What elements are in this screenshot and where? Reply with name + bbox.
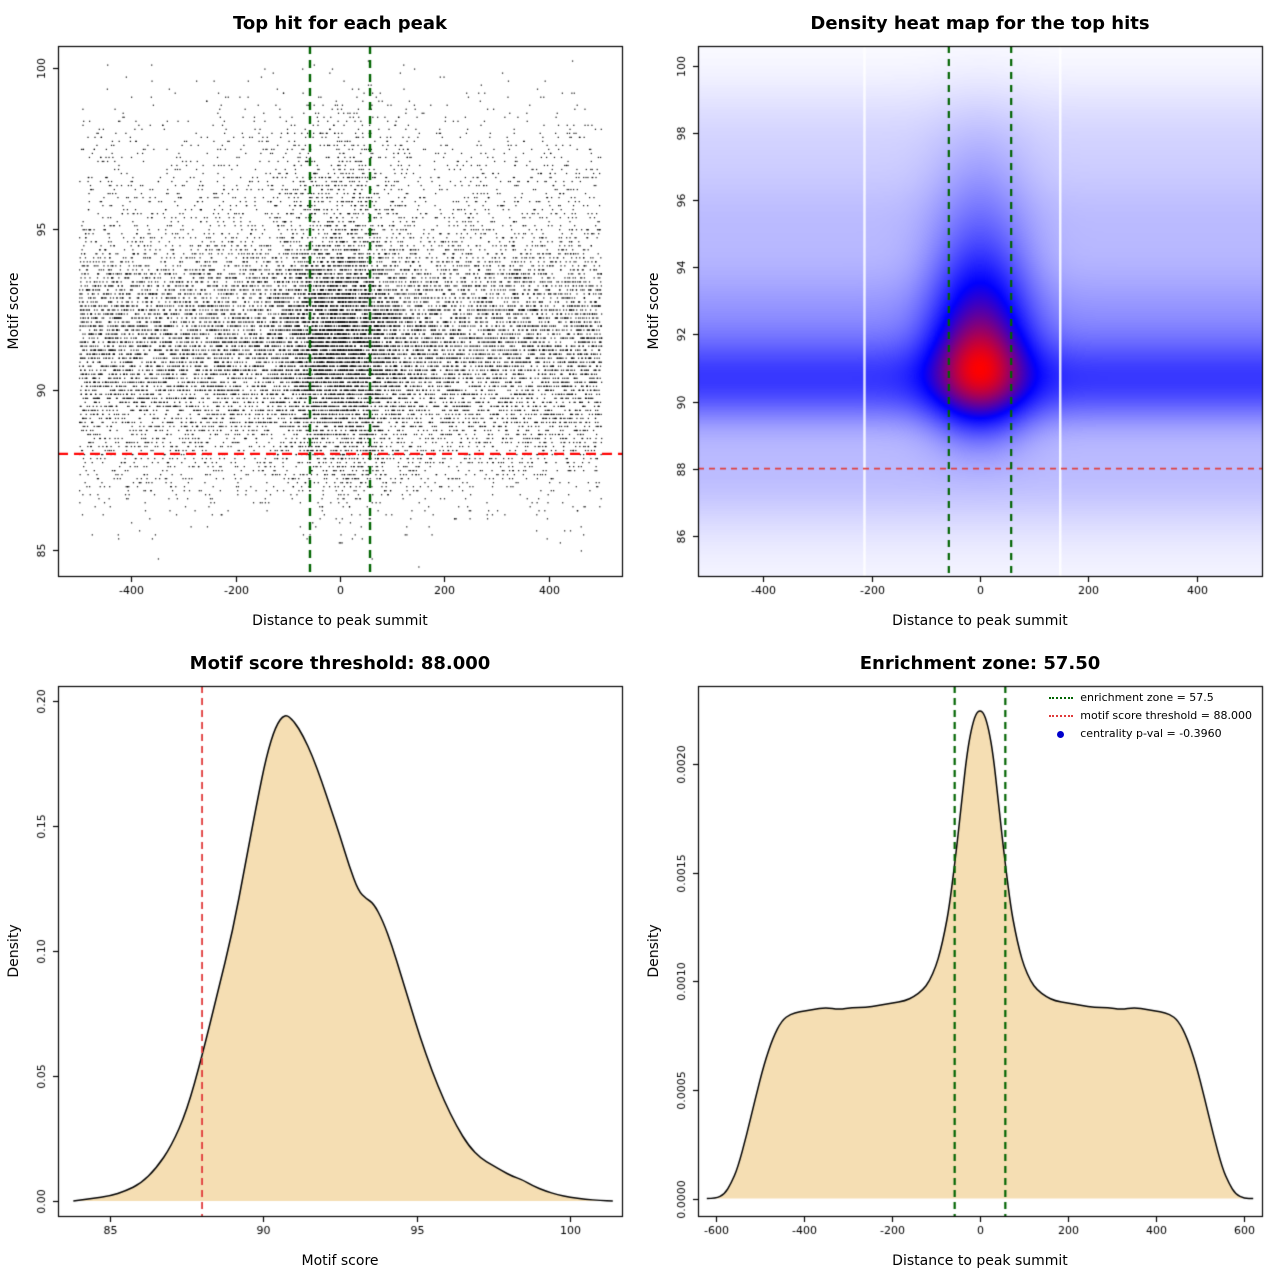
y-axis-label: Density: [6, 924, 22, 978]
x-axis-label: Distance to peak summit: [892, 613, 1068, 629]
panel-motif-score-density: Motif score threshold: 88.000 Motif scor…: [0, 640, 640, 1280]
y-axis-label: Motif score: [646, 272, 662, 350]
centrality-pval-point-icon: [1057, 730, 1065, 738]
distance-density-canvas: [640, 640, 1280, 1280]
motif-score-density-canvas: [0, 640, 640, 1280]
panel-title: Top hit for each peak: [233, 13, 447, 34]
scatter-plot-canvas: [0, 0, 640, 640]
plot-legend: enrichment zone = 57.5 motif score thres…: [1049, 691, 1252, 746]
legend-item-centrality-pval: centrality p-val = -0.3960: [1049, 728, 1252, 740]
y-axis-label: Motif score: [6, 272, 22, 350]
enrichment-zone-line-icon: [1049, 697, 1074, 700]
panel-title: Motif score threshold: 88.000: [189, 653, 491, 674]
panel-title: Enrichment zone: 57.50: [859, 653, 1101, 674]
legend-label: enrichment zone = 57.5: [1080, 691, 1214, 704]
motif-threshold-line-icon: [1049, 715, 1074, 718]
panel-density-heatmap: Density heat map for the top hits Distan…: [640, 0, 1280, 640]
legend-label: centrality p-val = -0.3960: [1080, 727, 1222, 741]
x-axis-label: Distance to peak summit: [892, 1253, 1068, 1269]
x-axis-label: Motif score: [301, 1253, 379, 1269]
y-axis-label: Density: [646, 924, 662, 978]
legend-item-motif-threshold: motif score threshold = 88.000: [1049, 709, 1252, 723]
legend-label: motif score threshold = 88.000: [1080, 709, 1252, 723]
legend-item-enrichment-zone: enrichment zone = 57.5: [1049, 691, 1252, 704]
panel-scatter-top-hits: Top hit for each peak Distance to peak s…: [0, 0, 640, 640]
x-axis-label: Distance to peak summit: [252, 613, 428, 629]
panel-distance-density: Enrichment zone: 57.50 Distance to peak …: [640, 640, 1280, 1280]
panel-title: Density heat map for the top hits: [810, 13, 1150, 34]
heatmap-canvas: [640, 0, 1280, 640]
